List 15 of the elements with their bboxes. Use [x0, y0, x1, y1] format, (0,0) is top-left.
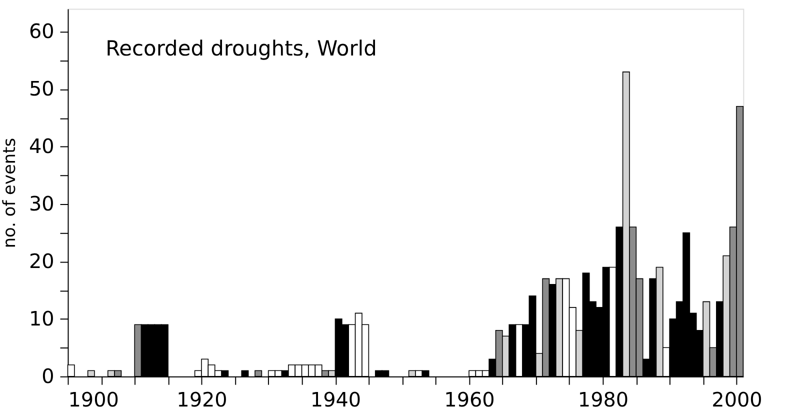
- y-tick-label: 40: [28, 135, 54, 158]
- y-tick-label: 0: [42, 364, 54, 388]
- text: Recorded droughts, World: [106, 36, 377, 61]
- y-tick-label: 20: [28, 250, 54, 273]
- y-axis-title: no. of events: [0, 138, 19, 248]
- x-tick-label: 1900: [68, 388, 119, 412]
- x-tick-label: 2000: [712, 388, 762, 412]
- x-tick-label: 1920: [176, 388, 228, 412]
- y-tick-label: 60: [28, 20, 54, 44]
- x-tick-label: 1980: [578, 388, 629, 412]
- x-tick-label: 1940: [310, 388, 362, 412]
- y-tick-label: 10: [28, 307, 54, 330]
- x-tick-label: 1960: [444, 388, 495, 412]
- y-tick-label: 50: [28, 78, 54, 101]
- y-tick-label: 30: [28, 192, 54, 216]
